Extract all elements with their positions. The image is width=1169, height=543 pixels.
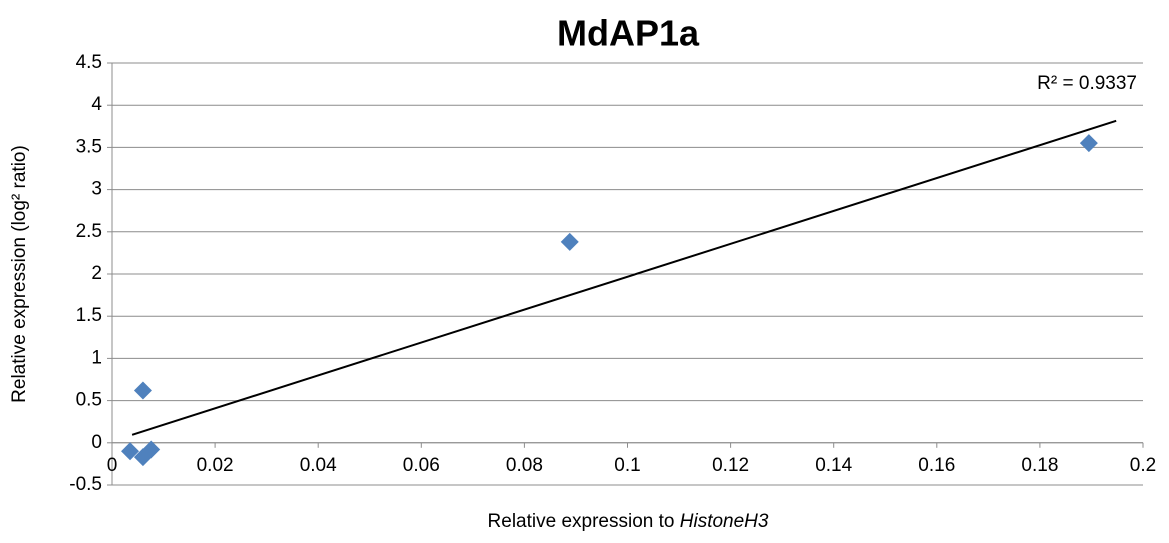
y-tick-label: 1 — [91, 347, 102, 368]
x-tick-label: 0.1 — [614, 455, 640, 476]
x-tick-label: 0.12 — [712, 455, 749, 476]
y-tick-label: 0 — [91, 432, 102, 453]
x-tick-label: 0 — [107, 455, 118, 476]
data-point — [142, 440, 161, 459]
x-tick-label: 0.04 — [300, 455, 337, 476]
x-axis-label: Relative expression to HistoneH3 — [488, 511, 769, 532]
y-tick-label: 3 — [91, 179, 102, 200]
x-axis-label-italic: HistoneH3 — [680, 511, 769, 532]
chart-title: MdAP1a — [557, 13, 700, 54]
y-tick-label: 2 — [91, 263, 102, 284]
x-tick-label: 0.14 — [815, 455, 852, 476]
y-tick-label: 0.5 — [76, 390, 102, 411]
x-tick-label: 0.2 — [1130, 455, 1156, 476]
y-tick-label: 4 — [91, 94, 102, 115]
y-tick-label: -0.5 — [69, 474, 102, 495]
data-point — [1079, 134, 1098, 153]
x-axis-label-text: Relative expression to — [488, 511, 680, 532]
x-tick-label: 0.08 — [506, 455, 543, 476]
y-tick-label: 2.5 — [76, 221, 102, 242]
data-point — [133, 381, 152, 400]
y-tick-label: 3.5 — [76, 136, 102, 157]
x-tick-label: 0.02 — [197, 455, 234, 476]
data-point — [121, 442, 140, 461]
x-tick-label: 0.16 — [918, 455, 955, 476]
trendline — [131, 119, 1117, 436]
y-tick-label: 4.5 — [76, 52, 102, 73]
y-axis-label: Relative expression (log² ratio) — [9, 145, 30, 403]
x-tick-label: 0.06 — [403, 455, 440, 476]
data-point — [560, 232, 579, 251]
x-tick-label: 0.18 — [1021, 455, 1058, 476]
trendline-label: R² = 0.9337 — [1037, 73, 1137, 94]
y-tick-label: 1.5 — [76, 305, 102, 326]
